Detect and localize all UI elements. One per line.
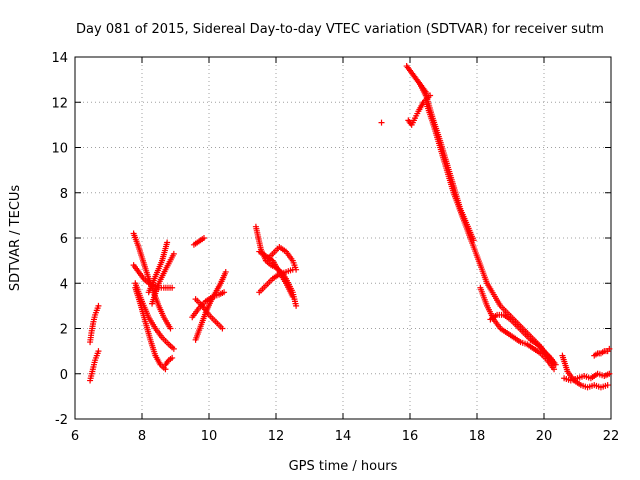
x-tick-label: 12 — [268, 429, 285, 444]
data-point — [293, 266, 300, 273]
data-point — [170, 345, 177, 352]
series-seg-16c — [423, 101, 558, 368]
x-axis-label: GPS time / hours — [289, 459, 398, 474]
x-tick-label: 14 — [335, 429, 352, 444]
series-seg-6.5a — [87, 302, 102, 346]
data-point — [606, 345, 613, 352]
series-seg-18a — [477, 284, 558, 373]
data-point — [167, 325, 174, 332]
x-tick-label: 22 — [603, 429, 620, 444]
series-seg-21.5 — [591, 345, 613, 359]
series-seg-9.7c — [189, 289, 228, 321]
chart-title: Day 081 of 2015, Sidereal Day-to-day VTE… — [76, 22, 604, 37]
series-seg-9.7a — [190, 235, 207, 248]
series-seg-15.2 — [378, 119, 385, 126]
x-tick-label: 8 — [138, 429, 146, 444]
series-seg-11.5d — [262, 244, 300, 273]
data-point — [378, 119, 385, 126]
series-seg-16d — [417, 81, 477, 244]
series-seg-8.8 — [162, 354, 176, 368]
grid-lines — [75, 57, 611, 419]
x-tick-label: 16 — [402, 429, 419, 444]
data-point — [169, 354, 176, 361]
y-tick-label: 0 — [60, 368, 68, 383]
series-seg-8.5 — [145, 239, 171, 296]
series-seg-20.5a — [559, 352, 611, 391]
y-tick-label: 4 — [60, 277, 68, 292]
data-point — [289, 293, 296, 300]
y-tick-label: -2 — [55, 413, 68, 428]
y-axis-label: SDTVAR / TECUs — [8, 185, 23, 292]
y-tick-label: 12 — [51, 96, 68, 111]
x-tick-label: 10 — [201, 429, 218, 444]
data-point — [200, 235, 207, 241]
x-tick-label: 20 — [536, 429, 553, 444]
data-point — [604, 382, 611, 389]
series-seg-6.5b — [87, 348, 102, 384]
data-point — [222, 268, 229, 275]
x-tick-label: 6 — [71, 429, 79, 444]
y-tick-label: 2 — [60, 323, 68, 338]
data-point — [219, 325, 226, 332]
series-seg-18b — [487, 311, 559, 368]
data-point — [164, 239, 171, 246]
data-point — [95, 348, 102, 355]
series-seg-8.6 — [149, 250, 177, 307]
data-point — [221, 289, 228, 296]
series-seg-9.7d — [192, 296, 226, 332]
axis-ticks: 6 8 10 12 14 16 18 20 22 -2 0 2 4 6 8 10 12 14 — [51, 51, 619, 444]
data-point — [552, 361, 559, 368]
series-seg-16a — [403, 63, 430, 97]
data-point — [293, 302, 300, 309]
x-tick-label: 18 — [469, 429, 486, 444]
y-tick-label: 8 — [60, 187, 68, 202]
y-tick-label: 10 — [51, 142, 68, 157]
data-point — [169, 284, 176, 291]
data-point — [95, 302, 102, 309]
series-seg-20.5b — [561, 370, 613, 384]
data-points — [87, 63, 613, 391]
data-point — [170, 250, 177, 257]
series-seg-9.7b — [192, 268, 229, 343]
data-point — [470, 237, 477, 244]
series-seg-7.8d — [132, 280, 177, 352]
data-point — [606, 370, 613, 377]
y-tick-label: 6 — [60, 232, 68, 247]
y-tick-label: 14 — [51, 51, 68, 66]
data-point — [551, 366, 558, 373]
